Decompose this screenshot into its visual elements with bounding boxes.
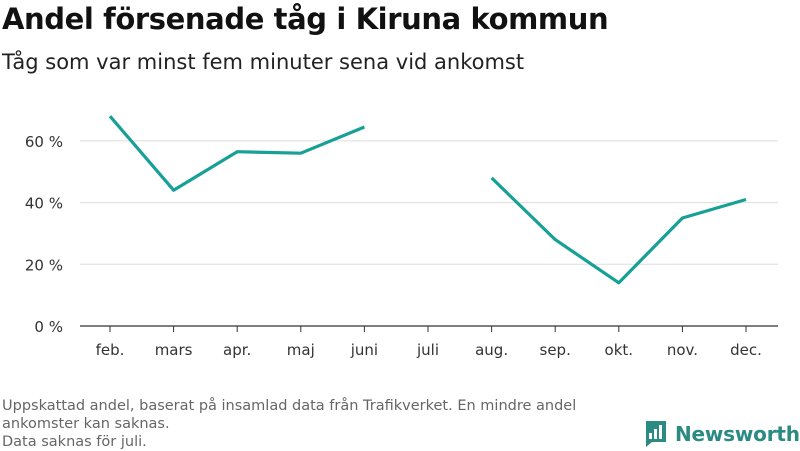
bar-chart-logo-icon xyxy=(646,421,666,447)
y-axis-ticks: 0 % 20 % 40 % 60 % xyxy=(25,133,63,336)
data-point xyxy=(745,198,748,201)
y-tick-label: 0 % xyxy=(34,318,63,336)
data-point xyxy=(363,125,366,128)
data-point xyxy=(490,176,493,179)
footnote-line: Data saknas för juli. xyxy=(2,434,147,450)
y-tick-label: 40 % xyxy=(25,195,63,213)
grid-lines xyxy=(80,140,778,265)
data-point xyxy=(617,281,620,284)
data-point xyxy=(299,152,302,155)
x-tick-label: maj xyxy=(287,341,315,359)
x-axis: feb. mars apr. maj juni juli aug. sep. okt. nov. d… xyxy=(80,325,778,359)
y-tick-label: 20 % xyxy=(25,256,63,274)
series-segment xyxy=(108,115,366,192)
chart-title: Andel försenade tåg i Kiruna kommun xyxy=(2,2,609,36)
footnote-line: ankomster kan saknas. xyxy=(2,416,170,432)
line-chart: 0 % 20 % 40 % 60 % feb. mars apr. maj juni juli a… xyxy=(25,115,778,359)
brand-logo: Newsworthy xyxy=(644,420,800,448)
x-tick-label: juni xyxy=(350,341,378,359)
data-point xyxy=(554,238,557,241)
y-tick-label: 60 % xyxy=(25,133,63,151)
data-point xyxy=(236,150,239,153)
x-tick-label: nov. xyxy=(667,341,698,359)
x-tick-label: feb. xyxy=(96,341,125,359)
brand-name: Newsworthy xyxy=(675,422,800,446)
data-point xyxy=(681,217,684,220)
x-tick-label: okt. xyxy=(605,341,634,359)
series-line xyxy=(108,115,748,285)
footnote-line: Uppskattad andel, baserat på insamlad da… xyxy=(2,398,577,414)
x-tick-label: juli xyxy=(416,341,439,359)
x-tick-label: aug. xyxy=(475,341,508,359)
x-tick-label: apr. xyxy=(223,341,251,359)
footnote: Uppskattad andel, baserat på insamlad da… xyxy=(2,397,642,451)
x-tick-label: mars xyxy=(155,341,193,359)
data-point xyxy=(109,115,112,118)
series-segment xyxy=(490,176,747,285)
data-point xyxy=(172,189,175,192)
chart-subtitle: Tåg som var minst fem minuter sena vid a… xyxy=(2,50,525,74)
x-tick-label: sep. xyxy=(540,341,571,359)
x-tick-label: dec. xyxy=(730,341,762,359)
